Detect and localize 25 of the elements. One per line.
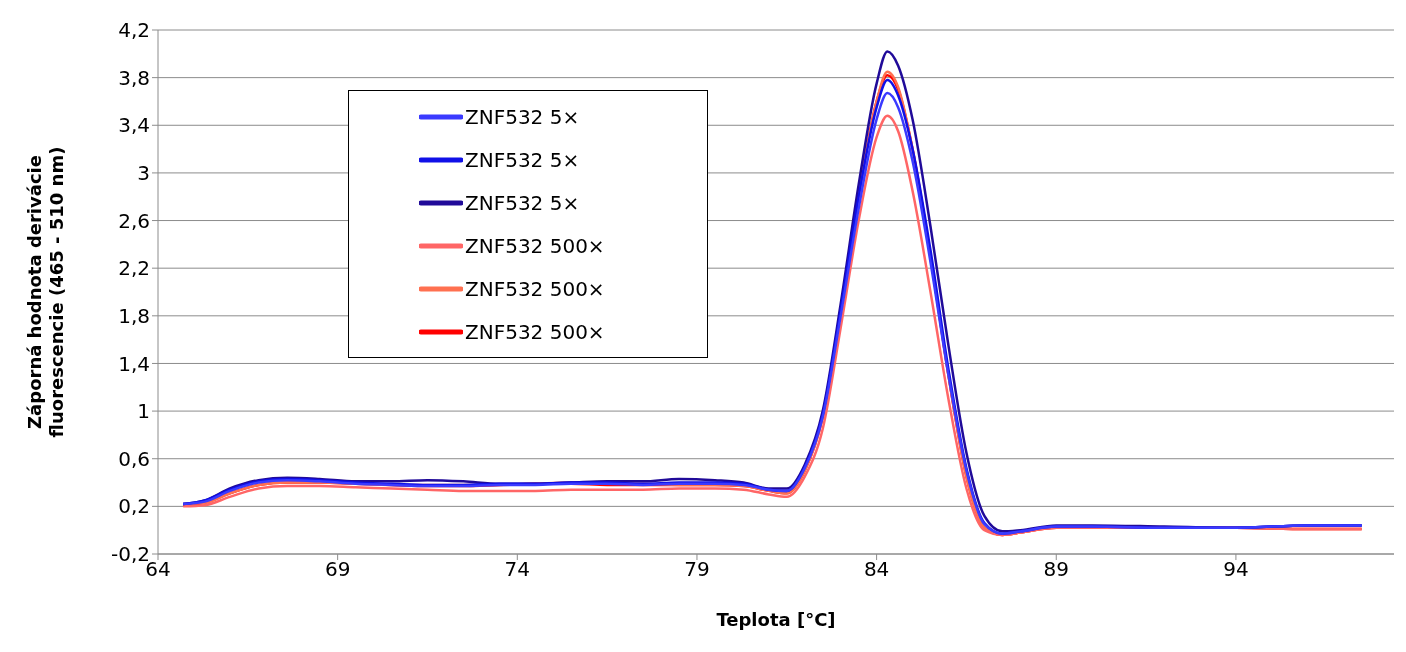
legend-label: ZNF532 500×	[465, 233, 605, 258]
x-tick-label: 74	[504, 557, 531, 582]
x-tick-label: 89	[1043, 557, 1069, 582]
legend-label: ZNF532 5×	[465, 190, 580, 215]
x-tick-label: 69	[324, 557, 351, 582]
x-tick-label: 79	[684, 557, 710, 582]
y-tick-label: 3,4	[118, 113, 150, 138]
y-axis-title: Záporná hodnota derivácie fluorescencie (465 - 510 nm)	[24, 146, 67, 438]
y-tick-label: 1,8	[118, 303, 150, 328]
legend-label: ZNF532 500×	[465, 319, 605, 344]
x-tick-label: 84	[863, 557, 890, 582]
y-tick-label: 2,2	[118, 256, 150, 281]
legend-label: ZNF532 5×	[465, 104, 580, 129]
x-tick-label: 94	[1223, 557, 1249, 582]
y-tick-label: 1,4	[118, 351, 150, 376]
y-tick-label: 3	[137, 161, 150, 186]
legend-label: ZNF532 5×	[465, 147, 580, 172]
y-tick-label: 1	[137, 399, 150, 424]
y-tick-label: 3,8	[118, 65, 150, 90]
y-tick-label: 0,6	[118, 446, 150, 471]
x-axis-title: Teplota [°C]	[716, 609, 836, 630]
y-tick-label: 4,2	[118, 18, 150, 43]
y-tick-label: 0,2	[118, 494, 150, 519]
legend-label: ZNF532 500×	[465, 276, 605, 301]
y-tick-label: 2,6	[118, 208, 150, 233]
